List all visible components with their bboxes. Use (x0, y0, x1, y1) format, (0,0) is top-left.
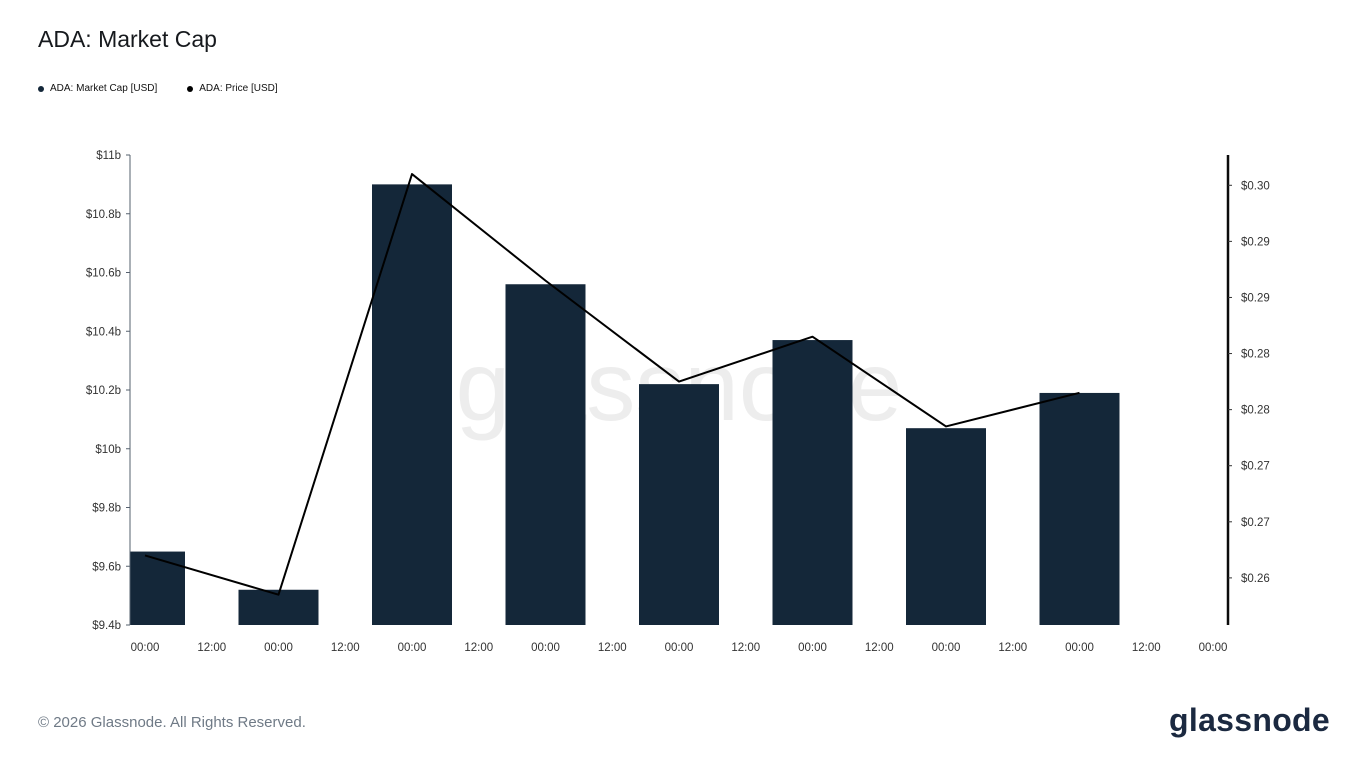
right-axis-tick-label: $0.28 (1241, 405, 1270, 417)
right-axis-tick-label: $0.27 (1241, 461, 1270, 473)
x-axis-tick-label: 12:00 (331, 642, 360, 654)
bar-market-cap[interactable] (772, 340, 853, 625)
right-axis-tick-label: $0.29 (1241, 236, 1270, 248)
left-axis-tick-label: $11b (96, 150, 121, 162)
right-axis-tick-label: $0.27 (1241, 517, 1270, 529)
bar-market-cap[interactable] (639, 384, 719, 625)
x-axis-tick-label: 12:00 (731, 642, 760, 654)
glassnode-logo[interactable]: glassnode (1169, 702, 1330, 738)
bar-market-cap[interactable] (906, 428, 986, 625)
chart-title: ADA: Market Cap (38, 26, 217, 52)
footer-copyright: © 2026 Glassnode. All Rights Reserved. (38, 714, 306, 731)
legend-dot-icon (38, 85, 44, 92)
x-axis-tick-label: 00:00 (932, 642, 961, 654)
legend-item[interactable]: ADA: Price [USD] (187, 83, 278, 94)
x-axis-tick-label: 00:00 (1065, 642, 1094, 654)
left-axis-tick-label: $10b (95, 444, 121, 456)
right-axis-tick-label: $0.29 (1241, 292, 1270, 304)
x-axis-tick-label: 00:00 (398, 642, 427, 654)
left-axis-tick-label: $9.4b (92, 620, 121, 632)
x-axis-tick-label: 00:00 (531, 642, 560, 654)
x-axis-tick-label: 12:00 (197, 642, 226, 654)
left-axis-tick-label: $9.8b (92, 503, 121, 515)
legend-dot-icon (187, 85, 194, 92)
x-axis-tick-label: 00:00 (264, 642, 293, 654)
right-axis-tick-label: $0.26 (1241, 573, 1270, 585)
chart-area[interactable]: glassnode$9.4b$9.6b$9.8b$10b$10.2b$10.4b… (0, 120, 1366, 680)
x-axis-tick-label: 12:00 (998, 642, 1027, 654)
left-axis-tick-label: $10.2b (86, 385, 121, 397)
x-axis-tick-label: 00:00 (665, 642, 694, 654)
left-axis-tick-label: $10.8b (86, 209, 121, 221)
x-axis-tick-label: 12:00 (598, 642, 627, 654)
legend: ADA: Market Cap [USD] ADA: Price [USD] (38, 83, 278, 94)
bar-market-cap[interactable] (372, 184, 452, 625)
legend-item-label: ADA: Market Cap [USD] (50, 83, 158, 94)
bar-market-cap[interactable] (130, 551, 185, 625)
right-axis-tick-label: $0.28 (1241, 349, 1270, 361)
x-axis-tick-label: 12:00 (1132, 642, 1161, 654)
legend-item[interactable]: ADA: Market Cap [USD] (38, 83, 157, 94)
legend-item-label: ADA: Price [USD] (199, 83, 278, 94)
x-axis-tick-label: 12:00 (464, 642, 493, 654)
left-axis-tick-label: $10.6b (86, 268, 121, 280)
left-axis-tick-label: $9.6b (92, 561, 121, 573)
right-axis-tick-label: $0.30 (1241, 180, 1270, 192)
bar-market-cap[interactable] (505, 284, 586, 625)
price-line (144, 173, 1080, 596)
x-axis-tick-label: 00:00 (131, 642, 160, 654)
chart-svg: glassnode$9.4b$9.6b$9.8b$10b$10.2b$10.4b… (86, 150, 1270, 654)
left-axis-tick-label: $10.4b (86, 326, 121, 338)
x-axis-tick-label: 00:00 (798, 642, 827, 654)
x-axis-tick-label: 12:00 (865, 642, 894, 654)
bar-market-cap[interactable] (1039, 392, 1120, 625)
x-axis-tick-label: 00:00 (1199, 642, 1228, 654)
